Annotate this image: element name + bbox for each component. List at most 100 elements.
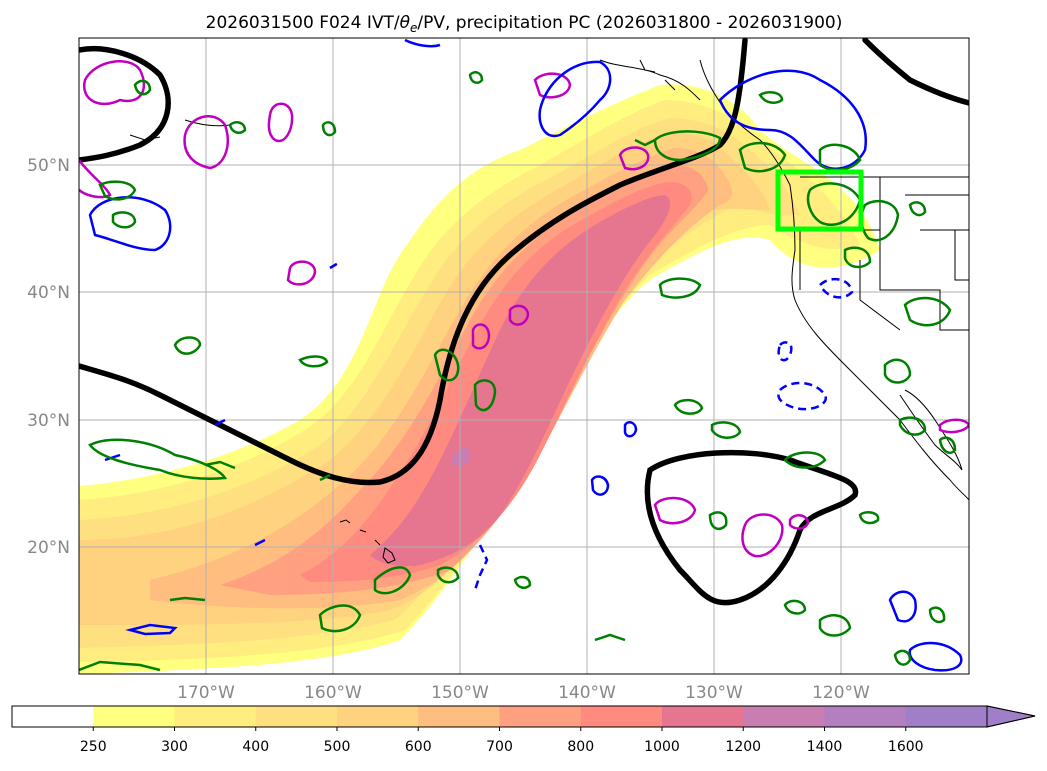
map-frame [78, 37, 970, 675]
colorbar-tick-label: 500 [324, 739, 351, 755]
lon-label-130w: 130°W [685, 683, 743, 703]
colorbar-cell [662, 706, 744, 727]
green-contour-9 [783, 451, 827, 469]
magenta-contour-13 [79, 159, 112, 199]
green-contour-21 [883, 358, 912, 384]
green-contour-41 [594, 633, 626, 642]
longitude-labels: 170°W 160°W 150°W 140°W 130°W 120°W [177, 683, 870, 703]
pv-contour-northwest [79, 46, 171, 163]
inland-lakes [954, 229, 969, 281]
green-contour-10 [708, 511, 728, 531]
colorbar-extend-arrow [986, 705, 1036, 728]
colorbar-cell [93, 706, 175, 727]
magenta-contour-4 [618, 146, 650, 171]
green-contour-3 [433, 348, 460, 382]
green-contour-39 [79, 660, 161, 672]
colorbar: 250 300 400 500 600 700 800 1000 1200 1400 1600 [11, 705, 1036, 755]
green-contour-18 [893, 649, 912, 666]
colorbar-cell [337, 706, 419, 727]
baja-california [899, 389, 963, 471]
state-borders [799, 177, 969, 331]
lon-label-160w: 160°W [304, 683, 362, 703]
green-contour-35 [321, 121, 337, 137]
green-contour-26 [818, 143, 862, 171]
colorbar-cell [255, 706, 338, 727]
green-contour-37 [758, 91, 784, 104]
magenta-contour-3 [286, 260, 317, 286]
green-contour-16 [783, 599, 807, 615]
green-contour-38 [634, 138, 656, 147]
colorbar-tick-label: 1600 [888, 739, 924, 755]
pv-contour-northeast [862, 38, 969, 106]
colorbar-cell [174, 706, 257, 727]
colorbar-cell [905, 706, 988, 727]
colorbar-ticks [92, 727, 907, 731]
ivt-band-1200 [451, 447, 471, 467]
colorbar-tick-label: 250 [80, 739, 107, 755]
latitude-labels: 50°N 40°N 30°N 20°N [27, 156, 70, 558]
ivt-shading [79, 84, 880, 674]
green-contour-20 [903, 296, 952, 327]
blue-contour-1 [538, 60, 612, 138]
green-contour-32 [111, 211, 137, 229]
blue-contour-7 [623, 421, 638, 438]
blue-contour-6 [590, 475, 610, 496]
magenta-contour-2 [267, 102, 294, 143]
blue-contour-8 [125, 623, 178, 636]
green-contour-30 [908, 201, 927, 217]
magenta-contour-5 [471, 323, 491, 350]
colorbar-tick-label: 600 [405, 739, 432, 755]
green-contour-24 [653, 130, 722, 162]
magenta-contour-12 [788, 514, 810, 530]
title-theta-sub: e [410, 21, 417, 35]
lon-label-140w: 140°W [558, 683, 616, 703]
lon-label-150w: 150°W [431, 683, 489, 703]
colorbar-cell [499, 706, 582, 727]
magenta-contour-6 [508, 304, 530, 326]
highlight-region-box [775, 169, 864, 232]
green-contour-12 [318, 604, 362, 633]
green-contour-25 [738, 141, 787, 173]
green-contour-29 [843, 246, 872, 269]
pv-contour-cutoff-low [644, 449, 859, 606]
green-contour-15 [513, 575, 532, 589]
green-contour-40 [169, 460, 331, 602]
blue-contour-4 [888, 590, 917, 623]
hawaii-islands [339, 519, 396, 564]
alaska-islands [129, 59, 701, 141]
magenta-contour-8 [653, 496, 697, 525]
green-contour-34 [228, 121, 247, 134]
colorbar-cell [824, 706, 907, 727]
green-contour-4 [473, 379, 497, 412]
blue-contour-dashed-1 [777, 341, 793, 362]
colorbar-tick-labels: 250 300 400 500 600 700 800 1000 1200 1400 1600 [80, 739, 924, 755]
green-contour-27 [806, 182, 862, 226]
ivt-band-1000 [370, 195, 671, 567]
lat-label-30n: 30°N [27, 411, 70, 431]
green-contour-11 [858, 511, 880, 525]
green-contour-14 [436, 566, 460, 584]
title-theta: θ [400, 13, 411, 33]
colorbar-tick-label: 1400 [807, 739, 843, 755]
green-contour-33 [133, 79, 152, 96]
north-america-coast [699, 59, 969, 501]
green-contour-8 [710, 421, 742, 439]
blue-contour-dashed-4 [473, 544, 489, 591]
lat-label-20n: 20°N [27, 538, 70, 558]
green-contour-6 [658, 277, 702, 299]
colorbar-tick-label: 1000 [644, 739, 680, 755]
figure-title: 2026031500 F024 IVT/θe/PV, precipitation… [206, 13, 843, 35]
colorbar-cell [580, 706, 663, 727]
green-contour-17 [818, 614, 852, 637]
blue-contour-dashed-3 [818, 277, 854, 299]
green-contour-36 [468, 71, 484, 84]
colorbar-cell [743, 706, 825, 727]
green-contour-19 [928, 606, 946, 624]
colorbar-outline [11, 705, 1036, 728]
lat-label-50n: 50°N [27, 156, 70, 176]
lon-label-170w: 170°W [177, 683, 235, 703]
colorbar-tick-label: 800 [567, 739, 594, 755]
colorbar-cell [12, 706, 94, 727]
magenta-contour-7 [741, 513, 784, 558]
